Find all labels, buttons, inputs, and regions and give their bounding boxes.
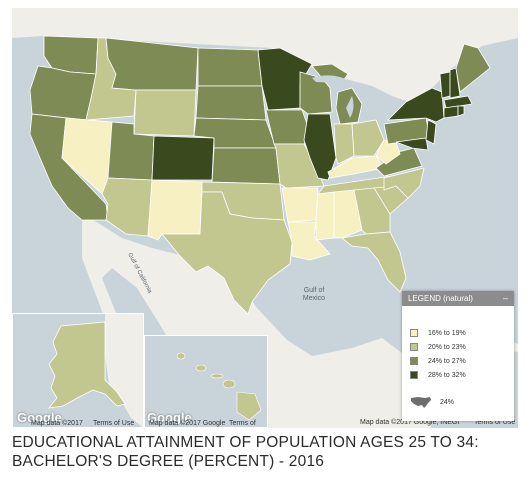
state-illinois[interactable]	[303, 113, 337, 181]
legend-item: 20% to 23%	[410, 343, 466, 353]
us-outline-icon	[411, 397, 431, 408]
state-new-hampshire[interactable]	[449, 67, 461, 99]
hawaii-terms-link[interactable]: Terms of Use	[229, 420, 256, 427]
legend-title: LEGEND (natural)	[408, 294, 473, 303]
great-lakes	[312, 75, 396, 118]
choropleth-map[interactable]: Gulf of Mexico Gulf of California Google…	[12, 8, 518, 428]
legend-label: 28% to 32%	[427, 372, 466, 379]
state-maryland[interactable]	[395, 137, 429, 151]
legend-panel: LEGEND (natural) – 16% to 19% 20% to 23%…	[402, 291, 514, 421]
gulf-of-mexico-label-2: Mexico	[303, 295, 325, 302]
state-ohio[interactable]	[351, 119, 385, 157]
legend-item: 24% to 27%	[410, 357, 466, 367]
alaska-attribution: Map data ©2017	[31, 420, 83, 427]
state-connecticut[interactable]	[443, 105, 459, 119]
google-logo-hawaii: Google	[147, 410, 192, 425]
canada-land	[12, 8, 518, 103]
hawaii-oahu[interactable]	[195, 364, 207, 372]
legend-item: 28% to 32%	[410, 371, 466, 381]
gulf-of-mexico-label: Gulf of	[304, 287, 325, 294]
state-west-virginia[interactable]	[375, 139, 401, 165]
state-south-dakota[interactable]	[195, 85, 267, 121]
state-colorado[interactable]	[151, 135, 215, 181]
main-map-attribution: Map data ©2017 Google, INEGI	[360, 419, 460, 426]
legend-swatch	[410, 371, 418, 380]
state-missouri[interactable]	[273, 143, 325, 189]
hawaii-maui[interactable]	[222, 379, 236, 389]
hawaii-attribution: Map data ©2017 Google	[149, 420, 226, 427]
state-arkansas[interactable]	[281, 187, 319, 223]
caption-line-2: BACHELOR'S DEGREE (PERCENT) - 2016	[12, 453, 325, 470]
state-north-dakota[interactable]	[197, 47, 263, 87]
state-new-york[interactable]	[386, 87, 445, 123]
mexico-land	[82, 213, 432, 428]
state-wyoming[interactable]	[133, 89, 197, 137]
state-iowa[interactable]	[265, 109, 311, 145]
state-texas[interactable]	[161, 191, 293, 315]
hawaii-inset-map[interactable]: Google Map data ©2017 Google Terms of Us…	[144, 335, 268, 428]
legend-label: 20% to 23%	[427, 344, 466, 351]
legend-minimize-icon[interactable]: –	[502, 293, 508, 303]
hawaii-map[interactable]	[145, 336, 268, 428]
legend-swatch	[410, 343, 418, 352]
hawaii-molokai[interactable]	[210, 373, 224, 379]
state-rhode-island[interactable]	[457, 105, 465, 117]
map-caption: EDUCATIONAL ATTAINMENT OF POPULATION AGE…	[12, 433, 522, 471]
state-maine[interactable]	[455, 43, 491, 93]
legend-us-average: 24%	[410, 395, 454, 409]
us-average-value: 24%	[439, 398, 454, 406]
state-indiana[interactable]	[333, 123, 355, 165]
main-map-terms-link[interactable]: Terms of Use	[474, 419, 516, 426]
state-north-carolina[interactable]	[383, 167, 425, 199]
state-alaska[interactable]	[48, 321, 126, 409]
hawaii-big-island[interactable]	[236, 391, 262, 421]
legend-label: 16% to 19%	[427, 330, 466, 337]
canada-land-alaska	[105, 314, 143, 427]
state-oregon[interactable]	[29, 65, 97, 121]
legend-header[interactable]: LEGEND (natural) –	[402, 291, 514, 306]
legend-swatch	[410, 357, 418, 366]
state-florida[interactable]	[341, 231, 407, 293]
google-logo-alaska: Google	[17, 410, 62, 425]
state-alabama[interactable]	[333, 189, 363, 239]
alaska-inset-map[interactable]: Google Map data ©2017 Terms of Use	[12, 313, 144, 428]
alaska-terms-link[interactable]: Terms of Use	[93, 420, 135, 427]
alaska-map[interactable]	[13, 314, 144, 428]
state-new-mexico[interactable]	[147, 179, 203, 241]
state-new-jersey[interactable]	[425, 119, 437, 145]
legend-item: 16% to 19%	[410, 329, 466, 339]
state-massachusetts[interactable]	[443, 95, 473, 109]
state-vermont[interactable]	[439, 71, 451, 99]
legend-swatch	[410, 329, 418, 338]
state-kansas[interactable]	[211, 147, 281, 185]
caption-line-1: EDUCATIONAL ATTAINMENT OF POPULATION AGE…	[12, 434, 479, 451]
legend-label: 24% to 27%	[427, 358, 466, 365]
state-mississippi[interactable]	[315, 191, 335, 241]
hawaii-kauai[interactable]	[176, 352, 186, 360]
